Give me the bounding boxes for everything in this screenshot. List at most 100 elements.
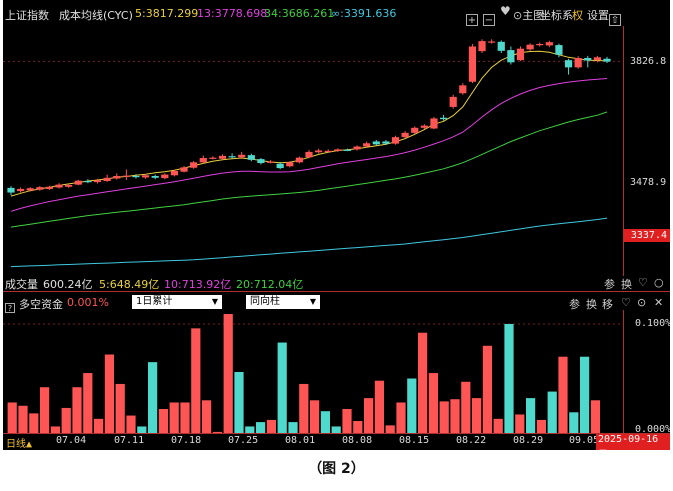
fund-bar[interactable] <box>515 414 525 433</box>
candle[interactable] <box>430 117 438 130</box>
fund-bar[interactable] <box>320 411 330 433</box>
candle[interactable] <box>363 141 371 148</box>
fund-bar[interactable] <box>61 407 71 433</box>
fund-bar[interactable] <box>547 391 557 433</box>
period-mode-button[interactable]: 日线▲ <box>6 439 33 450</box>
candle[interactable] <box>84 179 92 184</box>
fund-bar[interactable] <box>72 387 82 433</box>
volume-circle-icon[interactable]: ○ <box>654 276 664 289</box>
fund-bar[interactable] <box>461 381 471 433</box>
candle[interactable] <box>257 158 265 165</box>
fund-bar[interactable] <box>29 413 39 433</box>
fund-bar[interactable] <box>137 426 147 433</box>
fund-bar[interactable] <box>526 398 536 433</box>
fund-bar[interactable] <box>83 373 93 433</box>
fund-bar[interactable] <box>374 380 384 433</box>
fund-bar[interactable] <box>288 422 298 433</box>
fund-target-icon[interactable]: ⊙ <box>637 296 647 309</box>
candle[interactable] <box>391 135 400 145</box>
candle[interactable] <box>93 178 102 184</box>
fund-bar[interactable] <box>428 373 438 433</box>
candle[interactable] <box>170 169 179 177</box>
fund-param-button[interactable]: 参 <box>569 298 580 311</box>
fund-bar[interactable] <box>126 415 136 433</box>
candle[interactable] <box>295 156 303 164</box>
candle[interactable] <box>459 83 467 95</box>
fund-bar[interactable] <box>277 342 287 433</box>
candle[interactable] <box>526 43 534 51</box>
candle[interactable] <box>122 169 130 180</box>
fund-bar[interactable] <box>342 409 352 433</box>
fund-bar[interactable] <box>94 418 104 433</box>
fund-panel-title[interactable]: 多空资金 <box>19 298 63 311</box>
fund-bar[interactable] <box>407 378 417 434</box>
candle[interactable] <box>55 183 63 189</box>
toolbar-coords[interactable]: 坐标系 <box>540 9 573 22</box>
fund-bar[interactable] <box>115 383 125 433</box>
candle[interactable] <box>593 55 601 63</box>
fund-bar[interactable] <box>310 400 320 433</box>
candle[interactable] <box>449 94 457 109</box>
fund-bar[interactable] <box>245 426 255 433</box>
volume-switch-button[interactable]: 换 <box>621 278 632 291</box>
fund-bar[interactable] <box>169 402 179 433</box>
fund-close-icon[interactable]: ✕ <box>654 296 664 309</box>
fund-bar[interactable] <box>7 402 17 433</box>
candle[interactable] <box>353 145 361 151</box>
candle[interactable] <box>7 186 15 196</box>
candle[interactable] <box>238 151 246 159</box>
candle[interactable] <box>36 186 44 191</box>
toolbar-settings[interactable]: 设置 <box>587 9 609 22</box>
candle[interactable] <box>603 56 611 64</box>
fund-bar[interactable] <box>212 431 222 433</box>
fund-bar[interactable] <box>569 412 579 433</box>
candle[interactable] <box>584 55 592 68</box>
fund-bar[interactable] <box>418 332 428 433</box>
candle[interactable] <box>478 39 486 53</box>
fund-bar[interactable] <box>558 356 568 433</box>
indicator-name[interactable]: 成本均线(CYC) <box>59 9 133 22</box>
fund-bar[interactable] <box>299 383 309 433</box>
candle[interactable] <box>516 46 525 61</box>
fund-bar[interactable] <box>191 328 201 433</box>
volume-heart-icon[interactable]: ♡ <box>638 276 648 289</box>
candle[interactable] <box>141 173 150 179</box>
candle[interactable] <box>161 173 169 180</box>
fund-bar[interactable] <box>504 324 514 433</box>
fund-move-button[interactable]: 移 <box>602 298 613 311</box>
fund-bar[interactable] <box>104 354 114 433</box>
fund-bar[interactable] <box>385 425 395 433</box>
candle[interactable] <box>151 174 159 180</box>
candle[interactable] <box>74 179 82 186</box>
bar-type-select[interactable]: 同向柱 ▼ <box>246 295 320 309</box>
candle[interactable] <box>334 148 342 152</box>
fund-bar[interactable] <box>148 362 158 433</box>
candle[interactable] <box>315 148 323 154</box>
candle[interactable] <box>65 183 73 188</box>
candle[interactable] <box>343 148 352 152</box>
fund-bar[interactable] <box>266 419 276 433</box>
volume-param-button[interactable]: 参 <box>604 278 615 291</box>
candlestick-chart[interactable] <box>3 26 623 276</box>
candle[interactable] <box>411 126 419 134</box>
candle[interactable] <box>536 42 544 47</box>
candle[interactable] <box>45 185 54 191</box>
candle[interactable] <box>372 140 380 146</box>
candle[interactable] <box>488 39 496 44</box>
fund-bar[interactable] <box>472 398 482 433</box>
fund-bar[interactable] <box>50 426 60 433</box>
candle[interactable] <box>199 155 207 164</box>
fund-bar[interactable] <box>180 402 190 433</box>
volume-label[interactable]: 成交量 <box>5 278 38 291</box>
candle[interactable] <box>564 58 573 75</box>
fund-bar[interactable] <box>223 314 233 433</box>
fund-bar[interactable] <box>202 400 212 433</box>
candle[interactable] <box>497 40 505 53</box>
index-name[interactable]: 上证指数 <box>5 9 49 22</box>
candle[interactable] <box>401 131 409 139</box>
candle[interactable] <box>247 153 255 162</box>
toolbar-right-adjust[interactable]: 权 <box>572 9 583 22</box>
candle[interactable] <box>468 43 477 84</box>
fund-bar[interactable] <box>590 400 600 433</box>
fund-bar-chart[interactable] <box>3 314 623 434</box>
